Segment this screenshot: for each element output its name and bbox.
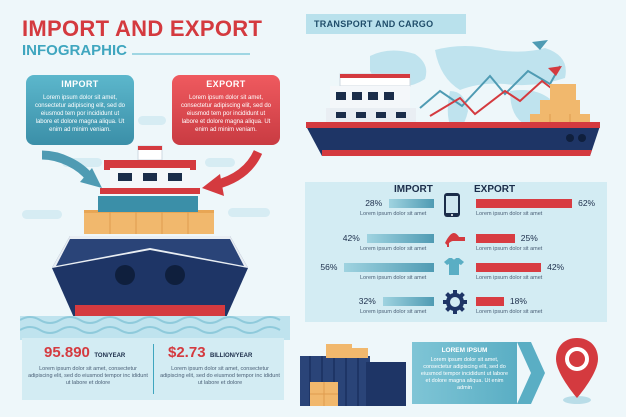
shipping-containers-illustration [300,344,406,406]
export-percent: 42% [547,262,565,272]
import-percent: 32% [358,296,376,306]
phone-icon [443,192,461,223]
import-bar [382,297,434,306]
tonnage-stat: 95.890 TON/YEAR [44,344,125,362]
tonnage-unit: TON/YEAR [94,353,126,359]
export-bar [476,297,504,306]
export-label: Lorem ipsum dolor sit amet [476,246,543,252]
transport-banner: TRANSPORT AND CARGO [306,14,466,34]
export-label: Lorem ipsum dolor sit amet [476,309,543,315]
import-column-header: IMPORT [394,184,433,195]
export-box-title: EXPORT [206,79,246,89]
import-bar [366,234,434,243]
export-percent: 18% [509,296,527,306]
export-percent: 25% [520,233,538,243]
gear-icon [443,290,467,319]
export-bar [476,234,515,243]
tonnage-text: Lorem ipsum dolor sit amet, consectetur … [28,366,148,386]
export-box: EXPORT Lorem ipsum dolor sit amet, conse… [172,75,280,145]
export-bar [476,199,573,208]
import-label: Lorem ipsum dolor sit amet [360,309,427,315]
revenue-value: $2.73 [168,344,206,361]
import-percent: 28% [365,198,383,208]
lorem-panel: LOREM IPSUM Lorem ipsum dolor sit amet, … [412,342,517,404]
import-bar [344,263,434,272]
cloud-icon [205,158,235,167]
import-box: IMPORT Lorem ipsum dolor sit amet, conse… [26,75,134,145]
import-bar [389,199,434,208]
revenue-stat: $2.73 BILLION/YEAR [168,344,252,362]
import-label: Lorem ipsum dolor sit amet [360,275,427,281]
export-label: Lorem ipsum dolor sit amet [476,211,543,217]
revenue-text: Lorem ipsum dolor sit amet, consectetur … [160,366,280,386]
cloud-icon [22,210,62,219]
subtitle-underline [132,53,250,55]
import-box-title: IMPORT [61,79,99,89]
page-title: IMPORT AND EXPORT [22,16,263,41]
cloud-icon [228,208,270,217]
revenue-unit: BILLION/YEAR [210,353,253,359]
lorem-panel-title: LOREM IPSUM [441,347,488,354]
cloud-icon [138,116,166,125]
page-subtitle: INFOGRAPHIC [22,42,127,59]
cargo-ship-front-illustration [20,145,290,340]
import-percent: 56% [320,262,338,272]
export-box-text: Lorem ipsum dolor sit amet, consectetur … [180,95,272,133]
import-label: Lorem ipsum dolor sit amet [360,211,427,217]
tshirt-icon [443,256,465,281]
cloud-icon [62,158,102,167]
import-percent: 42% [342,233,360,243]
import-box-text: Lorem ipsum dolor sit amet, consectetur … [34,95,126,133]
export-percent: 62% [578,198,596,208]
lorem-panel-text: Lorem ipsum dolor sit amet, consectetur … [420,357,509,391]
chevron-right-icon [517,342,545,404]
bottom-divider [153,344,154,394]
import-label: Lorem ipsum dolor sit amet [360,246,427,252]
export-bar [476,263,542,272]
export-column-header: EXPORT [474,184,516,195]
high-heel-icon [443,227,467,252]
world-map-ship-illustration [306,40,600,156]
tonnage-value: 95.890 [44,344,90,361]
export-label: Lorem ipsum dolor sit amet [476,275,543,281]
location-pin-icon [556,338,598,404]
